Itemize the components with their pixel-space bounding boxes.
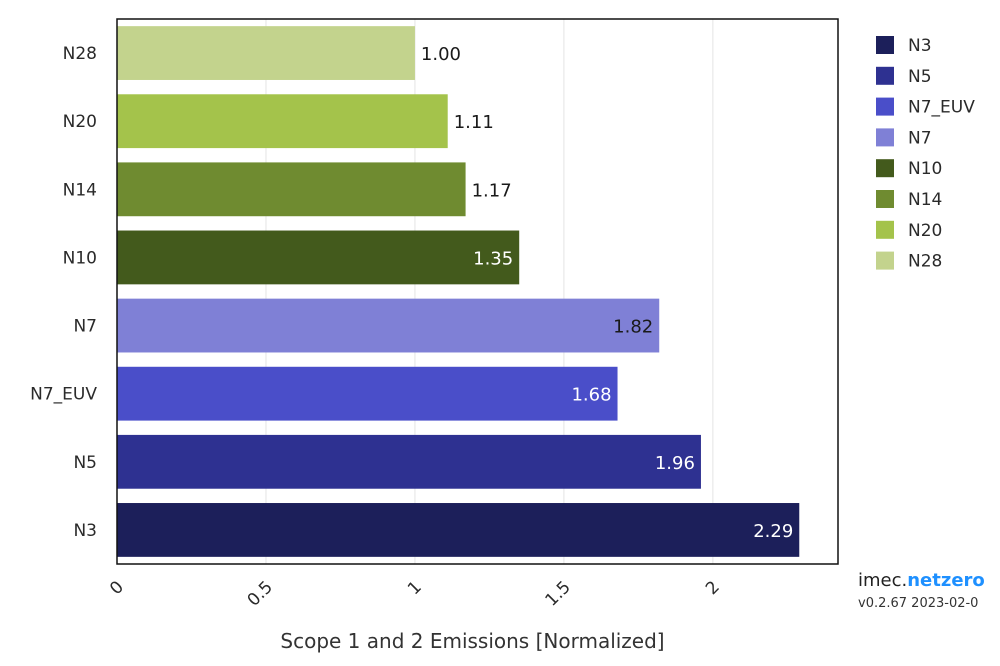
- legend-label: N14: [908, 190, 942, 210]
- brand-label: imec.netzero: [858, 570, 985, 591]
- bar-n28: [117, 26, 415, 80]
- legend-swatch: [876, 36, 894, 54]
- bar-n10: [117, 230, 520, 285]
- legend-swatch: [876, 220, 894, 239]
- legend-swatch: [876, 128, 894, 147]
- category-label: N28: [63, 44, 97, 64]
- legend-label: N3: [908, 36, 932, 56]
- category-label: N20: [63, 112, 97, 132]
- legend-swatch: [876, 159, 894, 178]
- brand-prefix: imec.: [858, 570, 908, 591]
- bar-n7: [117, 298, 660, 353]
- legend-swatch: [876, 251, 894, 270]
- bar-n7_euv: [117, 366, 618, 421]
- x-tick-label: 1.5: [542, 577, 575, 610]
- value-label: 1.35: [473, 248, 513, 269]
- category-label: N14: [63, 180, 97, 200]
- brand-accent: netzero: [907, 570, 985, 591]
- x-tick-label: 0.5: [244, 577, 277, 610]
- category-label: N10: [63, 248, 97, 268]
- category-label: N3: [73, 521, 97, 541]
- value-label: 2.29: [753, 521, 793, 542]
- version-label: v0.2.67 2023-02-0: [858, 596, 979, 611]
- value-label: 1.96: [655, 453, 695, 474]
- category-label: N5: [73, 453, 97, 473]
- value-label: 1.82: [613, 317, 653, 338]
- plot-frame: [116, 18, 839, 565]
- x-tick-label: 2: [702, 577, 724, 599]
- bar-n5: [117, 434, 701, 489]
- legend-label: N7: [908, 128, 932, 148]
- legend-label: N5: [908, 67, 932, 87]
- legend-swatch: [876, 190, 894, 208]
- value-label: 1.17: [472, 180, 512, 201]
- legend-label: N7_EUV: [908, 98, 975, 118]
- bar-n3: [117, 503, 800, 557]
- legend-swatch: [876, 66, 894, 85]
- x-axis-title: Scope 1 and 2 Emissions [Normalized]: [280, 629, 664, 653]
- category-label: N7_EUV: [30, 385, 97, 405]
- bar-n14: [117, 162, 466, 217]
- legend-label: N20: [908, 221, 942, 241]
- category-label: N7: [73, 317, 97, 337]
- legend-label: N28: [908, 252, 942, 272]
- legend-label: N10: [908, 159, 942, 179]
- bar-n20: [117, 94, 448, 149]
- legend-swatch: [876, 97, 894, 116]
- x-tick-label: 0: [106, 577, 128, 599]
- value-label: 1.68: [571, 385, 611, 406]
- value-label: 1.00: [421, 44, 461, 65]
- value-label: 1.11: [454, 112, 494, 133]
- x-tick-label: 1: [404, 577, 426, 599]
